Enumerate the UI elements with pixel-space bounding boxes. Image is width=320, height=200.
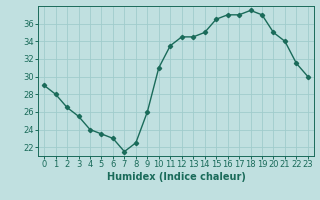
X-axis label: Humidex (Indice chaleur): Humidex (Indice chaleur) (107, 172, 245, 182)
